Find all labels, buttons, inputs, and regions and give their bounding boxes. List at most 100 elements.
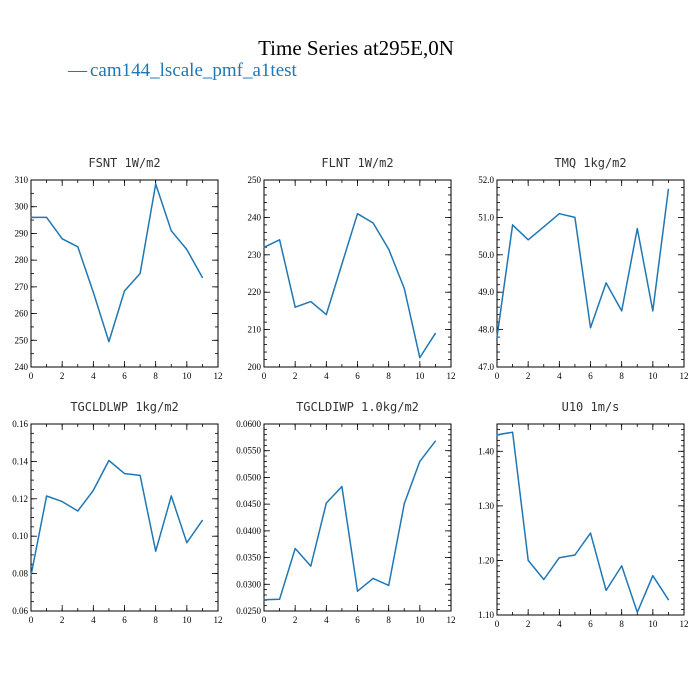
x-tick-label: 6 [588, 371, 593, 381]
data-point [372, 222, 374, 224]
data-point [589, 532, 592, 534]
panel-title: FLNT 1W/m2 [321, 156, 393, 170]
data-point [341, 485, 343, 488]
data-point [77, 246, 79, 248]
series-line [30, 459, 204, 576]
panels-grid: FSNT 1W/m20 2 4 6 8 10 12240250260270280290300… [12, 156, 688, 629]
data-point [636, 611, 638, 613]
series-line [496, 431, 670, 614]
x-tick-label: 0 [262, 615, 267, 625]
data-point [325, 502, 327, 504]
data-point [419, 460, 421, 462]
data-point [186, 542, 188, 544]
data-point [30, 216, 32, 218]
y-tick-label: 0.12 [12, 494, 28, 504]
x-tick-label: 8 [153, 371, 158, 381]
data-point [139, 272, 141, 275]
x-tick-label: 12 [214, 615, 223, 625]
data-point [356, 590, 359, 592]
y-tick-label: 0.08 [12, 569, 28, 579]
data-point [310, 300, 312, 303]
data-point [278, 598, 281, 600]
plot-frame [496, 179, 685, 368]
x-tick-label: 10 [648, 619, 658, 629]
y-tick-label: 0.06 [12, 606, 28, 616]
data-point [123, 290, 126, 292]
x-tick-label: 4 [91, 371, 96, 381]
legend-label: cam144_lscale_pmf_a1test [90, 60, 298, 81]
data-point [92, 489, 94, 491]
y-tick-label: 0.0550 [236, 446, 261, 456]
x-tick-label: 4 [324, 371, 329, 381]
x-tick-label: 10 [648, 371, 658, 381]
plot-frame [263, 179, 452, 368]
panel-title: FSNT 1W/m2 [88, 156, 160, 170]
data-point [589, 327, 592, 329]
y-tick-label: 0.0250 [236, 606, 261, 616]
y-tick-label: 50.0 [478, 250, 494, 260]
y-tick-label: 48.0 [478, 325, 494, 335]
x-tick-label: 6 [122, 371, 127, 381]
x-tick-label: 12 [214, 371, 223, 381]
data-point [434, 440, 437, 442]
y-tick-label: 250 [248, 175, 262, 185]
x-tick-label: 0 [29, 615, 34, 625]
x-tick-label: 10 [415, 615, 425, 625]
y-tick-label: 1.20 [478, 555, 494, 565]
data-point [496, 434, 498, 436]
y-tick-label: 49.0 [478, 287, 494, 297]
x-tick-label: 0 [262, 371, 267, 381]
x-tick-label: 12 [447, 371, 456, 381]
y-tick-label: 1.10 [478, 610, 494, 620]
data-point [263, 599, 265, 601]
x-tick-label: 10 [415, 371, 425, 381]
data-point [496, 336, 498, 338]
data-point [108, 341, 110, 343]
data-point [45, 216, 48, 218]
x-tick-label: 8 [619, 371, 624, 381]
data-point [61, 238, 63, 240]
data-point [652, 310, 654, 312]
legend-dash: — [67, 60, 88, 81]
data-point [372, 577, 374, 580]
y-tick-label: 52.0 [478, 175, 494, 185]
data-point [511, 431, 514, 433]
data-point [139, 474, 141, 477]
x-tick-label: 10 [182, 615, 192, 625]
data-point [667, 188, 670, 190]
data-point [558, 557, 560, 559]
data-point [419, 357, 421, 359]
y-tick-label: 270 [15, 282, 29, 292]
panel-1: FSNT 1W/m2 0 2 4 6 8 10 12 240 250 260 270 280 290 300… [15, 156, 223, 381]
data-point [61, 501, 63, 503]
data-point [434, 332, 437, 334]
x-tick-label: 8 [153, 615, 158, 625]
y-tick-label: 310 [15, 175, 29, 185]
x-tick-label: 12 [680, 371, 689, 381]
y-tick-label: 0.14 [12, 456, 28, 466]
panel-2: FLNT 1W/m2 0 2 4 6 8 10 12 200 210 220 230 240 250 [248, 156, 456, 381]
x-tick-label: 2 [526, 619, 531, 629]
y-tick-label: 0.10 [12, 531, 28, 541]
y-tick-label: 0.16 [12, 419, 28, 429]
y-tick-label: 290 [15, 228, 29, 238]
data-point [186, 248, 188, 251]
plot-frame [30, 179, 219, 368]
y-tick-label: 51.0 [478, 212, 494, 222]
panel-title: TMQ 1kg/m2 [554, 156, 626, 170]
data-point [605, 589, 607, 592]
x-tick-label: 0 [495, 371, 500, 381]
x-tick-label: 6 [122, 615, 127, 625]
data-point [511, 224, 514, 226]
data-point [527, 559, 529, 562]
x-tick-label: 8 [619, 619, 624, 629]
data-point [123, 472, 126, 475]
data-point [170, 495, 172, 497]
data-point [108, 459, 110, 462]
x-tick-label: 4 [91, 615, 96, 625]
data-point [92, 291, 94, 293]
data-point [558, 213, 560, 215]
x-tick-label: 2 [293, 371, 298, 381]
data-point [155, 183, 157, 185]
